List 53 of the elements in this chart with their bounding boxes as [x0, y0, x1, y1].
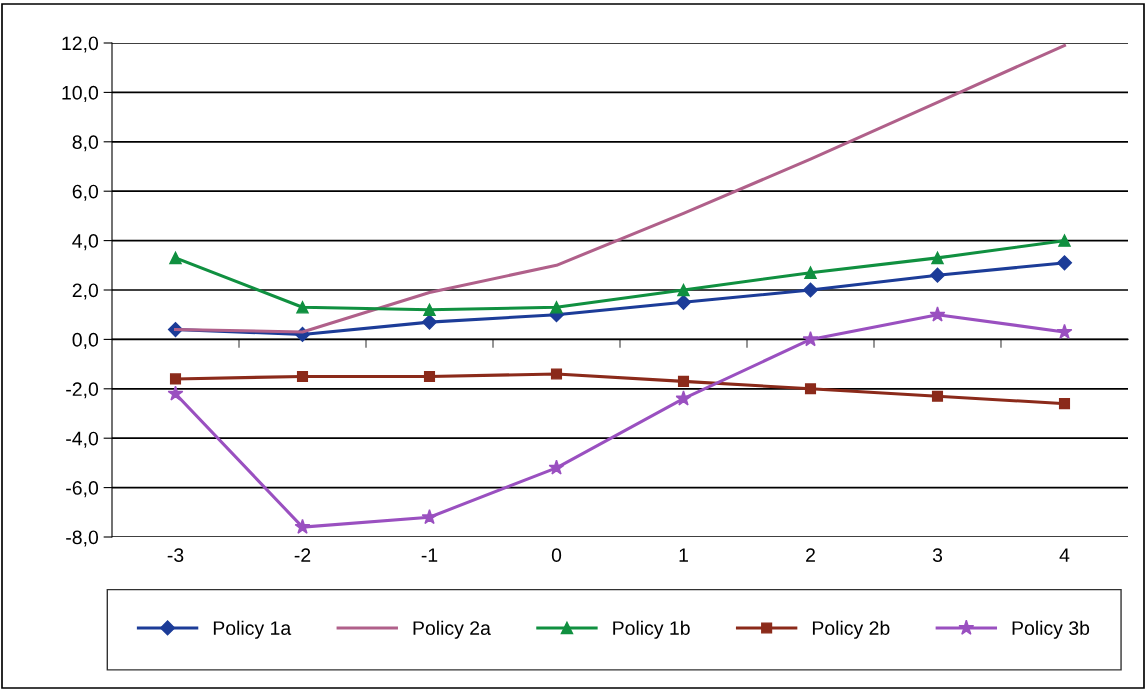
point	[296, 370, 309, 383]
point	[548, 459, 565, 475]
point	[675, 294, 692, 310]
legend-label: Policy 3b	[1012, 620, 1090, 639]
point	[929, 267, 946, 283]
y-tick-label: 12,0	[62, 36, 99, 53]
y-tick-label: 6,0	[72, 184, 99, 201]
y-tick-label: -4,0	[66, 431, 99, 448]
y-tick-label: -6,0	[66, 481, 99, 498]
y-tick-label: 10,0	[62, 85, 99, 102]
point	[1058, 398, 1071, 410]
y-tick-label: 0,0	[72, 332, 99, 349]
x-tick-label: 1	[679, 548, 688, 562]
x-tick-label: 3	[932, 548, 943, 563]
x-tick-label: -1	[421, 548, 438, 562]
point	[675, 390, 692, 406]
y-tick-label: 8,0	[72, 135, 99, 152]
point	[1058, 234, 1071, 247]
y-tick-label: 4,0	[72, 234, 99, 251]
x-tick-label: 2	[806, 548, 815, 562]
point	[169, 373, 182, 385]
point	[929, 306, 946, 322]
point	[677, 375, 690, 387]
point	[169, 251, 182, 265]
point	[423, 303, 436, 317]
legend-label: Policy 1a	[213, 620, 292, 639]
point	[1056, 323, 1073, 339]
x-tick-label: -2	[294, 548, 311, 562]
point	[421, 508, 438, 525]
point	[677, 283, 690, 297]
legend-label: Policy 2b	[812, 620, 890, 639]
point	[1056, 255, 1073, 271]
legend-label: Policy 2a	[413, 620, 491, 639]
point	[423, 370, 436, 383]
y-tick-label: -2,0	[66, 382, 99, 399]
x-tick-label: 0	[551, 548, 562, 563]
point	[167, 385, 184, 401]
point	[804, 383, 817, 395]
legend-label: Policy 1b	[613, 620, 690, 639]
x-tick-label: 4	[1059, 548, 1070, 562]
point	[296, 301, 309, 314]
point	[550, 368, 563, 380]
point	[931, 251, 944, 265]
point	[804, 266, 817, 279]
x-tick-label: -3	[167, 548, 184, 563]
y-tick-label: 2,0	[72, 283, 99, 300]
point	[294, 518, 311, 534]
point	[421, 314, 438, 330]
point	[802, 282, 819, 298]
point	[802, 331, 819, 347]
point	[550, 301, 563, 314]
point	[931, 390, 944, 402]
y-tick-label: -8,0	[66, 530, 99, 547]
